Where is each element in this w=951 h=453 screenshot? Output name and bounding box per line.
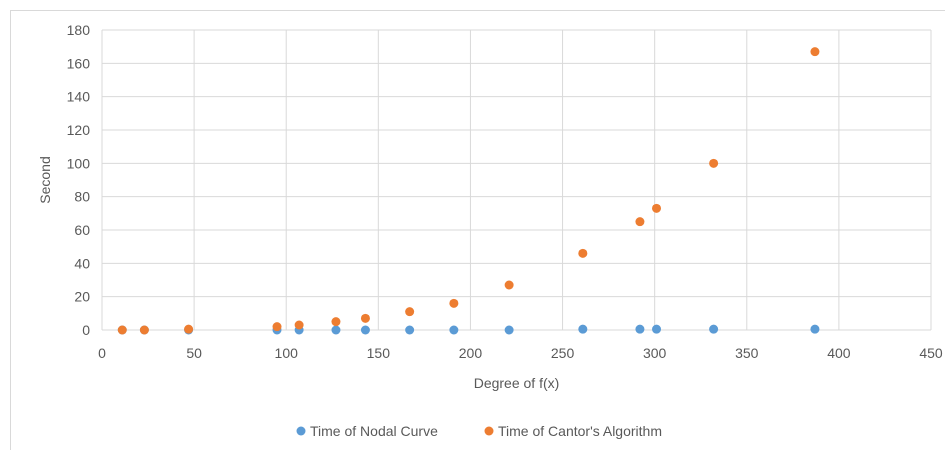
y-tick-label: 20 (74, 289, 90, 305)
x-tick-label: 300 (643, 345, 667, 361)
data-point (810, 47, 820, 57)
y-tick-label: 160 (67, 55, 91, 71)
chart-frame (10, 10, 945, 450)
x-tick-label: 450 (919, 345, 943, 361)
x-tick-label: 100 (275, 345, 299, 361)
data-point (449, 298, 459, 308)
y-tick-label: 60 (74, 222, 90, 238)
x-tick-label: 0 (98, 345, 106, 361)
data-point (578, 324, 588, 334)
data-point (709, 158, 719, 168)
data-point (139, 325, 149, 335)
axes: 0 20 40 60 80 100 120 140 160 180 0 50 100 150 200 250 3… (67, 22, 943, 361)
legend-label: Time of Cantor's Algorithm (498, 423, 662, 439)
x-tick-label: 400 (827, 345, 851, 361)
data-point (360, 325, 370, 335)
legend-label: Time of Nodal Curve (310, 423, 438, 439)
y-tick-label: 100 (67, 155, 91, 171)
data-point (294, 320, 304, 330)
legend: Time of Nodal Curve Time of Cantor's Algo… (296, 423, 662, 439)
x-tick-label: 200 (459, 345, 483, 361)
x-tick-label: 50 (186, 345, 202, 361)
y-tick-label: 80 (74, 189, 90, 205)
data-point (360, 313, 370, 323)
data-point (652, 203, 662, 213)
x-tick-label: 150 (367, 345, 391, 361)
data-point (635, 324, 645, 334)
y-tick-label: 140 (67, 89, 91, 105)
data-point (504, 325, 514, 335)
y-tick-label: 180 (67, 22, 91, 38)
data-point (635, 217, 645, 227)
data-point (272, 322, 282, 332)
y-axis-title: Second (37, 156, 53, 203)
legend-marker (484, 426, 494, 436)
data-point (405, 307, 415, 317)
data-point (331, 317, 341, 327)
x-axis-title: Degree of f(x) (474, 375, 560, 391)
data-point (331, 325, 341, 335)
x-tick-label: 350 (735, 345, 759, 361)
data-point (184, 324, 194, 334)
data-point (578, 248, 588, 258)
data-point (504, 280, 514, 290)
x-tick-label: 250 (551, 345, 575, 361)
y-tick-label: 0 (82, 322, 90, 338)
data-point (709, 324, 719, 334)
y-tick-label: 120 (67, 122, 91, 138)
data-point (405, 325, 415, 335)
data-point (117, 325, 127, 335)
data-point (652, 324, 662, 334)
data-points (117, 47, 820, 335)
data-point (810, 324, 820, 334)
y-tick-label: 40 (74, 255, 90, 271)
legend-marker (296, 426, 306, 436)
gridlines (101, 29, 932, 331)
data-point (449, 325, 459, 335)
